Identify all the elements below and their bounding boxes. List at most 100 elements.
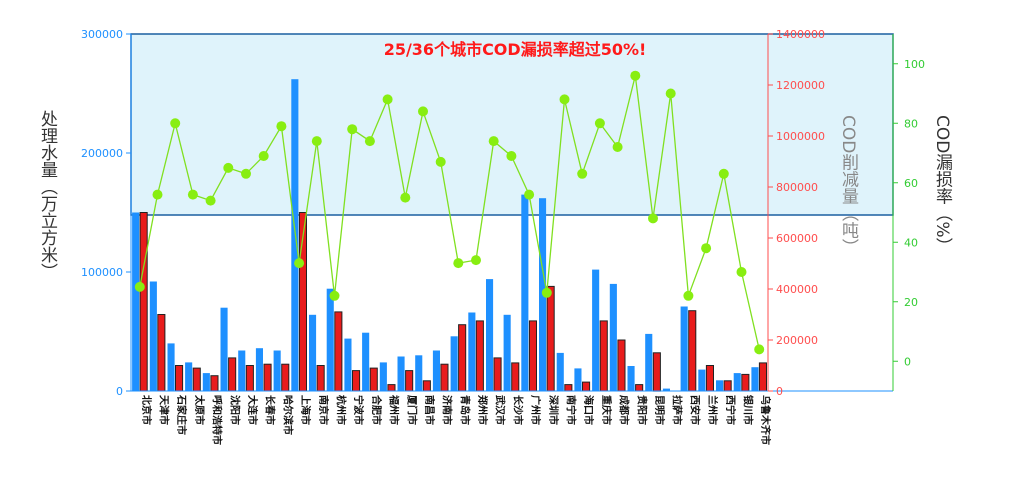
y-tick-label-right-3: 600000 (776, 232, 818, 245)
point-leak-25 (577, 168, 588, 179)
point-leak-12 (347, 124, 358, 135)
point-leak-26 (594, 118, 605, 129)
y-tick-label-right-1: 200000 (776, 334, 818, 347)
bar-water-10 (309, 314, 317, 391)
bar-water-8 (273, 350, 281, 391)
x-tick-label-2: 石家庄市 (175, 394, 188, 435)
point-leak-17 (435, 156, 446, 167)
x-tick-label-8: 哈尔滨市 (281, 395, 294, 435)
bar-cod-20 (493, 357, 502, 392)
point-leak-21 (506, 151, 517, 161)
point-leak-0 (134, 281, 145, 292)
x-tick-label-29: 昆明市 (653, 395, 666, 425)
point-leak-13 (364, 136, 375, 147)
y-tick-label-right-5: 1000000 (776, 130, 825, 143)
x-tick-label-17: 济南市 (441, 395, 454, 425)
x-tick-label-9: 上海市 (299, 395, 312, 425)
x-tick-label-24: 南宁市 (565, 395, 578, 425)
bar-water-29 (645, 333, 653, 391)
chart-title: 25/36个城市COD漏损率超过50%! (384, 40, 647, 59)
bar-cod-11 (334, 311, 343, 392)
x-tick-label-14: 福州市 (388, 394, 401, 425)
x-tick-label-15: 厦门市 (405, 395, 418, 425)
point-leak-1 (152, 189, 163, 200)
point-leak-28 (630, 70, 641, 81)
x-tick-label-30: 拉萨市 (671, 395, 684, 425)
x-tick-label-26: 重庆市 (600, 395, 613, 425)
bar-cod-5 (228, 357, 237, 392)
point-leak-9 (294, 258, 305, 269)
y-tick-label-right-6: 1200000 (776, 79, 825, 92)
y-axis-label-left: 处理水量（万立方米） (37, 110, 58, 280)
bar-water-22 (521, 194, 529, 391)
bar-cod-15 (405, 370, 414, 392)
x-tick-label-12: 宁波市 (352, 395, 365, 425)
y-tick-label-left-2: 200000 (81, 147, 123, 160)
x-tick-label-28: 贵阳市 (635, 395, 648, 425)
bar-cod-24 (564, 384, 573, 392)
point-leak-16 (418, 106, 428, 117)
y-tick-label-left-1: 100000 (81, 266, 123, 279)
x-tick-label-3: 太原市 (193, 394, 206, 425)
y-tick-label-right2-1: 20 (904, 296, 918, 309)
bar-cod-1 (157, 314, 166, 392)
x-tick-label-32: 兰州市 (706, 395, 719, 425)
bar-water-33 (716, 380, 724, 391)
bar-cod-16 (422, 380, 431, 392)
bar-cod-3 (192, 367, 201, 392)
point-leak-4 (205, 195, 216, 206)
x-tick-label-6: 大连市 (246, 395, 259, 425)
bar-water-16 (415, 355, 423, 391)
point-leak-33 (718, 168, 729, 179)
bar-water-31 (680, 306, 688, 391)
bar-cod-6 (245, 365, 254, 392)
point-leak-14 (382, 94, 393, 105)
x-tick-label-22: 广州市 (529, 395, 542, 425)
bar-cod-27 (617, 339, 626, 392)
x-tick-label-18: 青岛市 (458, 395, 471, 425)
point-leak-23 (541, 287, 552, 298)
point-leak-27 (612, 142, 623, 152)
bar-cod-29 (652, 352, 661, 392)
x-tick-label-21: 长沙市 (511, 395, 524, 425)
y-axis-label-right2: COD漏损率（%） (932, 115, 953, 255)
bar-cod-17 (440, 363, 449, 392)
bar-water-35 (751, 367, 759, 391)
bar-water-24 (556, 352, 564, 391)
bar-water-5 (220, 307, 228, 391)
x-tick-label-11: 杭州市 (335, 395, 348, 425)
bar-cod-28 (635, 384, 644, 392)
x-tick-label-33: 西宁市 (724, 395, 737, 425)
bar-water-17 (432, 350, 440, 391)
x-tick-label-1: 天津市 (158, 395, 171, 425)
point-leak-35 (754, 344, 765, 355)
x-tick-label-25: 海口市 (582, 395, 595, 425)
point-leak-22 (524, 189, 535, 200)
bar-cod-22 (528, 320, 538, 392)
bar-water-3 (185, 362, 193, 391)
bar-cod-12 (352, 370, 361, 392)
x-tick-label-27: 成都市 (618, 395, 631, 425)
y-tick-label-right-0: 0 (776, 385, 783, 398)
point-leak-24 (559, 94, 570, 105)
y-tick-label-right2-0: 0 (904, 355, 911, 368)
y-tick-label-right2-5: 100 (904, 58, 925, 71)
point-leak-15 (400, 192, 411, 203)
bar-water-19 (468, 312, 476, 391)
bar-cod-31 (688, 310, 697, 392)
point-leak-18 (453, 258, 464, 269)
bar-water-30 (662, 388, 670, 391)
bar-cod-33 (723, 380, 732, 392)
bar-cod-18 (458, 324, 467, 392)
bar-water-20 (486, 279, 494, 391)
bar-cod-23 (546, 285, 555, 392)
bar-water-13 (362, 332, 370, 391)
x-tick-label-7: 长春市 (264, 395, 277, 425)
bar-cod-10 (316, 365, 325, 392)
x-tick-label-4: 呼和浩特市 (211, 395, 224, 445)
x-tick-label-19: 郑州市 (476, 395, 489, 425)
x-tick-label-13: 合肥市 (370, 394, 383, 425)
x-tick-label-35: 乌鲁木齐市 (759, 395, 772, 445)
point-leak-3 (187, 189, 198, 200)
